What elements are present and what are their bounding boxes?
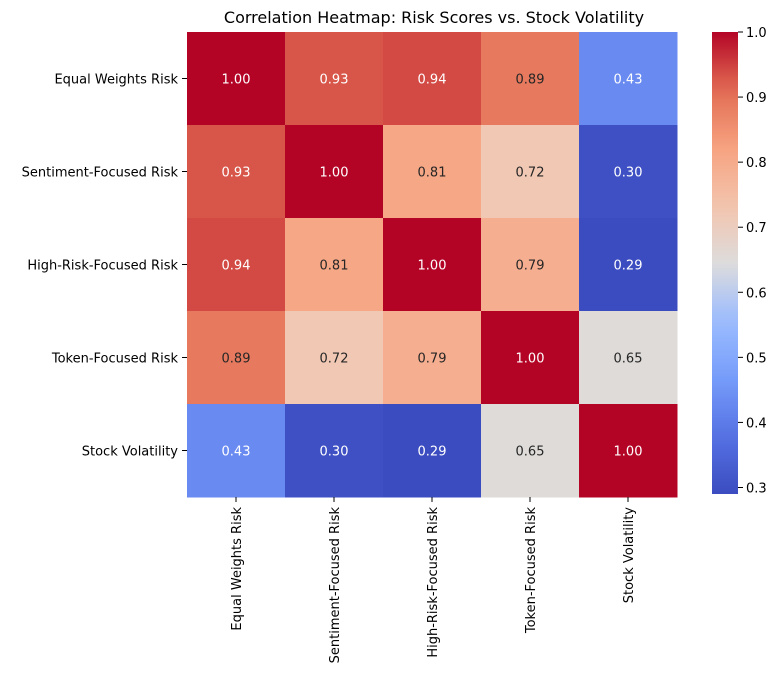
colorbar-tick-label: 0.9 [746, 91, 767, 106]
cell-value-label: 0.29 [418, 445, 447, 460]
cell-value-label: 0.81 [418, 166, 447, 181]
cell-value-label: 0.43 [614, 73, 643, 88]
heatmap-cell-token-focused-risk-high-risk-focused-risk [383, 311, 482, 405]
chart-title: Correlation Heatmap: Risk Scores vs. Sto… [224, 8, 644, 27]
cell-value-label: 0.89 [516, 73, 545, 88]
row-label-stock-volatility: Stock Volatility [82, 445, 179, 460]
row-label-token-focused-risk: Token-Focused Risk [51, 352, 179, 367]
column-label-equal-weights-risk: Equal Weights Risk [230, 507, 245, 631]
heatmap-cell-high-risk-focused-risk-stock-volatility [579, 218, 678, 312]
cell-value-label: 0.93 [320, 73, 349, 88]
heatmap-cell-stock-volatility-sentiment-focused-risk [285, 404, 384, 498]
heatmap-cell-token-focused-risk-sentiment-focused-risk [285, 311, 384, 405]
cell-value-label: 0.81 [320, 259, 349, 274]
cell-value-label: 0.94 [222, 259, 251, 274]
heatmap-cell-sentiment-focused-risk-token-focused-risk [481, 125, 580, 219]
cell-value-label: 0.79 [516, 259, 545, 274]
heatmap-cell-high-risk-focused-risk-token-focused-risk [481, 218, 580, 312]
cell-value-label: 0.65 [614, 352, 643, 367]
heatmap-cell-sentiment-focused-risk-high-risk-focused-risk [383, 125, 482, 219]
heatmap-cell-equal-weights-risk-sentiment-focused-risk [285, 32, 384, 126]
colorbar-tick-label: 0.7 [746, 221, 767, 236]
heatmap-cell-stock-volatility-high-risk-focused-risk [383, 404, 482, 498]
column-label-sentiment-focused-risk: Sentiment-Focused Risk [328, 507, 343, 664]
heatmap-cell-token-focused-risk-equal-weights-risk [187, 311, 286, 405]
colorbar-tick-label: 1.0 [746, 26, 767, 41]
heatmap-cell-stock-volatility-equal-weights-risk [187, 404, 286, 498]
cell-value-label: 1.00 [222, 73, 251, 88]
heatmap-cell-high-risk-focused-risk-equal-weights-risk [187, 218, 286, 312]
cell-value-label: 0.29 [614, 259, 643, 274]
heatmap-cell-high-risk-focused-risk-high-risk-focused-risk [383, 218, 482, 312]
heatmap-cell-equal-weights-risk-high-risk-focused-risk [383, 32, 482, 126]
cell-value-label: 0.79 [418, 352, 447, 367]
column-tick-labels: Equal Weights Risk Sentiment-Focused Risk… [230, 497, 637, 663]
heatmap-cells: 1.00 0.93 0.94 0.89 0.43 0.93 1.00 0.81 0.72 0.30… [187, 32, 678, 498]
heatmap-cell-high-risk-focused-risk-sentiment-focused-risk [285, 218, 384, 312]
colorbar-gradient [712, 32, 738, 494]
cell-value-label: 0.65 [516, 445, 545, 460]
heatmap-cell-equal-weights-risk-stock-volatility [579, 32, 678, 126]
colorbar-tick-label: 0.6 [746, 286, 767, 301]
cell-value-label: 0.43 [222, 445, 251, 460]
cell-value-label: 1.00 [418, 259, 447, 274]
heatmap-cell-sentiment-focused-risk-stock-volatility [579, 125, 678, 219]
cell-value-label: 0.30 [614, 166, 643, 181]
row-label-sentiment-focused-risk: Sentiment-Focused Risk [22, 166, 179, 181]
cell-value-label: 0.72 [516, 166, 545, 181]
column-label-high-risk-focused-risk: High-Risk-Focused Risk [426, 507, 441, 658]
colorbar-tick-label: 0.3 [746, 481, 767, 496]
cell-value-label: 0.93 [222, 166, 251, 181]
colorbar-tick-label: 0.4 [746, 416, 767, 431]
row-tick-labels: Equal Weights Risk Sentiment-Focused Risk… [22, 73, 187, 460]
column-label-stock-volatility: Stock Volatility [622, 507, 637, 604]
colorbar-tick-label: 0.8 [746, 156, 767, 171]
heatmap-cell-stock-volatility-stock-volatility [579, 404, 678, 498]
cell-value-label: 1.00 [516, 352, 545, 367]
cell-value-label: 0.30 [320, 445, 349, 460]
cell-value-label: 0.94 [418, 73, 447, 88]
cell-value-label: 1.00 [320, 166, 349, 181]
heatmap-cell-equal-weights-risk-token-focused-risk [481, 32, 580, 126]
row-label-equal-weights-risk: Equal Weights Risk [54, 73, 178, 88]
row-label-high-risk-focused-risk: High-Risk-Focused Risk [27, 259, 178, 274]
heatmap-cell-token-focused-risk-token-focused-risk [481, 311, 580, 405]
colorbar-tick-label: 0.5 [746, 351, 767, 366]
heatmap-cell-token-focused-risk-stock-volatility [579, 311, 678, 405]
cell-value-label: 1.00 [614, 445, 643, 460]
cell-value-label: 0.89 [222, 352, 251, 367]
heatmap-cell-equal-weights-risk-equal-weights-risk [187, 32, 286, 126]
heatmap-cell-stock-volatility-token-focused-risk [481, 404, 580, 498]
column-label-token-focused-risk: Token-Focused Risk [524, 507, 539, 635]
cell-value-label: 0.72 [320, 352, 349, 367]
colorbar: 0.3 0.4 0.5 0.6 0.7 0.8 0.9 1.0 [712, 26, 767, 496]
heatmap-cell-sentiment-focused-risk-sentiment-focused-risk [285, 125, 384, 219]
heatmap-cell-sentiment-focused-risk-equal-weights-risk [187, 125, 286, 219]
